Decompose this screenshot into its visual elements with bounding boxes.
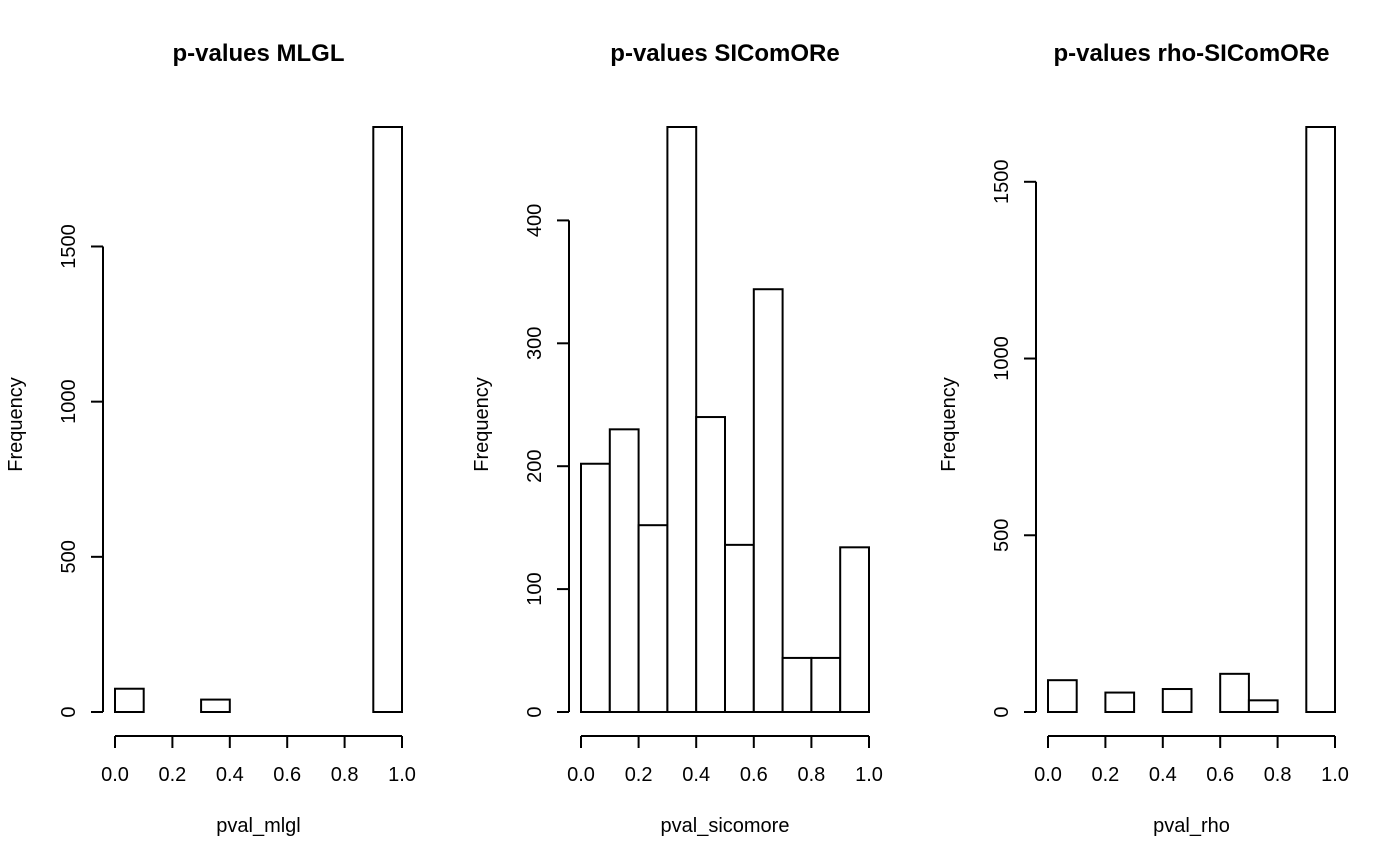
y-axis-label: Frequency <box>5 377 27 472</box>
histogram-panel-rho-sicomore: p-values rho-SIComORe 0.0 0.2 0.4 0.6 0.8 1.0 p… <box>938 40 1349 837</box>
histogram-bar <box>695 416 727 713</box>
histogram-bar <box>1305 126 1337 713</box>
chart-title: p-values rho-SIComORe <box>1053 40 1329 67</box>
y-tick-label: 500 <box>991 519 1013 552</box>
y-tick-label: 1500 <box>991 160 1013 205</box>
x-tick-label: 0.8 <box>331 764 359 786</box>
x-tick-label: 0.2 <box>158 764 186 786</box>
x-tick-label: 0.0 <box>567 764 595 786</box>
histogram-bar <box>114 687 145 713</box>
histogram-bar <box>1219 672 1250 713</box>
histogram-bar <box>1161 688 1193 713</box>
histogram-panel-mlgl: p-values MLGL 0.0 0.2 0.4 0.6 0.8 1.0 pval_mlgl… <box>5 40 416 837</box>
y-tick-label: 1500 <box>58 224 80 269</box>
chart-title: p-values MLGL <box>172 40 344 67</box>
x-tick-label: 1.0 <box>1321 764 1349 786</box>
histogram-bar <box>580 462 611 713</box>
y-tick-label: 400 <box>524 204 546 237</box>
x-tick-label: 0.4 <box>1149 764 1177 786</box>
histogram-bar <box>637 524 669 714</box>
x-tick-label: 0.0 <box>101 764 129 786</box>
x-tick-label: 0.2 <box>1091 764 1119 786</box>
y-tick-label: 1000 <box>58 379 80 424</box>
histogram-bar <box>1104 691 1136 713</box>
y-tick-label: 500 <box>58 540 80 573</box>
x-tick-label: 0.4 <box>682 764 710 786</box>
x-tick-label: 0.6 <box>740 764 768 786</box>
x-tick-label: 0.8 <box>797 764 825 786</box>
x-tick-label: 0.4 <box>216 764 244 786</box>
histogram-bar <box>781 656 813 714</box>
histogram-bar <box>810 656 842 714</box>
y-tick-label: 0 <box>524 706 546 717</box>
histogram-bar <box>666 126 698 713</box>
x-tick-label: 0.8 <box>1264 764 1292 786</box>
x-tick-label: 1.0 <box>388 764 416 786</box>
histogram-bar <box>372 126 403 713</box>
histogram-bar <box>839 546 871 713</box>
y-tick-label: 300 <box>524 327 546 360</box>
histogram-bar <box>724 543 755 713</box>
x-axis-label: pval_rho <box>1153 815 1230 837</box>
x-tick-label: 1.0 <box>855 764 883 786</box>
x-tick-label: 0.6 <box>273 764 301 786</box>
x-axis-label: pval_mlgl <box>216 815 300 837</box>
histogram-bar <box>752 288 784 713</box>
y-axis-label: Frequency <box>471 377 493 472</box>
y-tick-label: 0 <box>991 706 1013 717</box>
chart-title: p-values SIComORe <box>610 40 839 67</box>
y-axis-label: Frequency <box>938 377 960 472</box>
histogram-bar <box>200 698 231 713</box>
x-axis-label: pval_sicomore <box>661 815 790 837</box>
histogram-bar <box>1047 679 1078 714</box>
y-tick-label: 1000 <box>991 336 1013 381</box>
y-tick-label: 0 <box>58 706 80 717</box>
x-tick-label: 0.6 <box>1206 764 1234 786</box>
histogram-bar <box>608 428 640 713</box>
x-tick-label: 0.2 <box>625 764 653 786</box>
y-tick-label: 200 <box>524 450 546 483</box>
x-tick-label: 0.0 <box>1034 764 1062 786</box>
histogram-bar <box>1247 699 1279 713</box>
histogram-panel-sicomore: p-values SIComORe 0.0 0.2 0.4 0.6 0.8 1.0 pval_… <box>471 40 883 837</box>
y-tick-label: 100 <box>524 572 546 605</box>
